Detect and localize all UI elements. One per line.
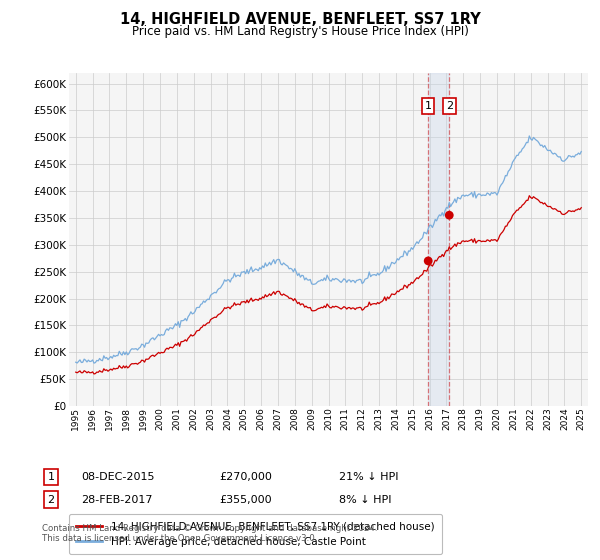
Text: 2: 2 [446, 101, 453, 111]
Legend: 14, HIGHFIELD AVENUE, BENFLEET, SS7 1RY (detached house), HPI: Average price, de: 14, HIGHFIELD AVENUE, BENFLEET, SS7 1RY … [69, 514, 442, 554]
Text: Price paid vs. HM Land Registry's House Price Index (HPI): Price paid vs. HM Land Registry's House … [131, 25, 469, 38]
Point [424, 256, 433, 265]
Text: 21% ↓ HPI: 21% ↓ HPI [339, 472, 398, 482]
Text: 2: 2 [47, 494, 55, 505]
Text: 1: 1 [425, 101, 432, 111]
Text: £355,000: £355,000 [219, 494, 272, 505]
Point [445, 211, 454, 220]
Text: 1: 1 [47, 472, 55, 482]
Text: Contains HM Land Registry data © Crown copyright and database right 2024.
This d: Contains HM Land Registry data © Crown c… [42, 524, 377, 543]
Bar [428, 73, 449, 406]
Text: 14, HIGHFIELD AVENUE, BENFLEET, SS7 1RY: 14, HIGHFIELD AVENUE, BENFLEET, SS7 1RY [119, 12, 481, 27]
Text: £270,000: £270,000 [219, 472, 272, 482]
Text: 8% ↓ HPI: 8% ↓ HPI [339, 494, 391, 505]
Text: 08-DEC-2015: 08-DEC-2015 [81, 472, 155, 482]
Text: 28-FEB-2017: 28-FEB-2017 [81, 494, 152, 505]
